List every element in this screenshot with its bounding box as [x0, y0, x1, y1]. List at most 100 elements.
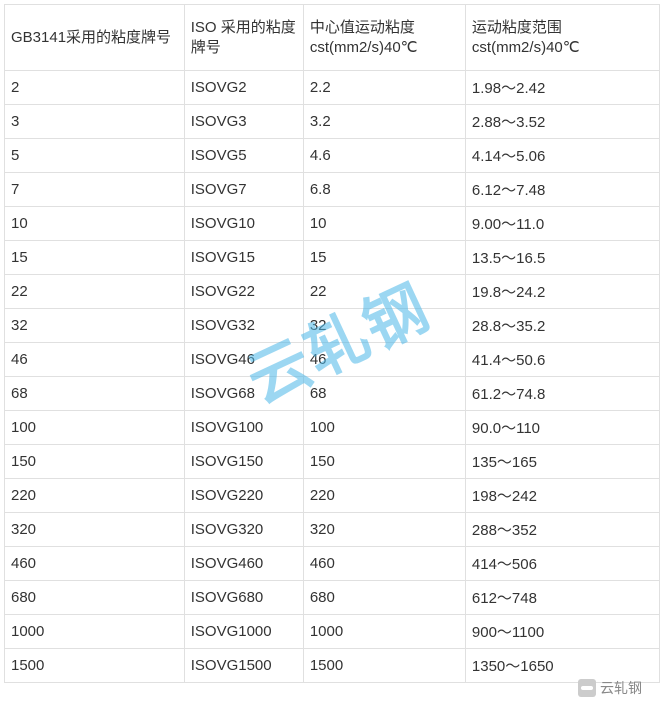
table-cell: 32 — [5, 309, 185, 343]
table-cell: 15 — [303, 241, 465, 275]
table-cell: 3 — [5, 105, 185, 139]
table-row: 2ISOVG22.21.98～2.42 — [5, 71, 660, 105]
table-cell: ISOVG22 — [184, 275, 303, 309]
table-cell: 3.2 — [303, 105, 465, 139]
table-row: 1000ISOVG10001000900～1100 — [5, 615, 660, 649]
table-cell: 414～506 — [465, 547, 659, 581]
table-cell: 1000 — [303, 615, 465, 649]
table-row: 68ISOVG686861.2～74.8 — [5, 377, 660, 411]
table-row: 1500ISOVG150015001350～1650 — [5, 649, 660, 683]
table-cell: 7 — [5, 173, 185, 207]
table-cell: 28.8～35.2 — [465, 309, 659, 343]
table-cell: 150 — [303, 445, 465, 479]
table-cell: ISOVG1500 — [184, 649, 303, 683]
table-row: 10ISOVG10109.00～11.0 — [5, 207, 660, 241]
table-cell: 22 — [303, 275, 465, 309]
table-row: 22ISOVG222219.8～24.2 — [5, 275, 660, 309]
table-cell: 5 — [5, 139, 185, 173]
table-cell: ISOVG1000 — [184, 615, 303, 649]
table-cell: 61.2～74.8 — [465, 377, 659, 411]
table-row: 320ISOVG320320288～352 — [5, 513, 660, 547]
table-cell: 135～165 — [465, 445, 659, 479]
table-cell: 41.4～50.6 — [465, 343, 659, 377]
table-cell: 46 — [5, 343, 185, 377]
table-cell: 220 — [303, 479, 465, 513]
table-cell: 100 — [303, 411, 465, 445]
table-cell: 10 — [5, 207, 185, 241]
table-row: 32ISOVG323228.8～35.2 — [5, 309, 660, 343]
viscosity-table: GB3141采用的粘度牌号 ISO 采用的粘度牌号 中心值运动粘度 cst(mm… — [4, 4, 660, 683]
table-row: 100ISOVG10010090.0～110 — [5, 411, 660, 445]
table-row: 3ISOVG33.22.88～3.52 — [5, 105, 660, 139]
table-cell: 10 — [303, 207, 465, 241]
table-cell: 15 — [5, 241, 185, 275]
col-header-iso: ISO 采用的粘度牌号 — [184, 5, 303, 71]
table-cell: 13.5～16.5 — [465, 241, 659, 275]
table-row: 46ISOVG464641.4～50.6 — [5, 343, 660, 377]
table-cell: 680 — [5, 581, 185, 615]
table-cell: 198～242 — [465, 479, 659, 513]
footer-logo-icon — [578, 679, 596, 697]
table-cell: 320 — [5, 513, 185, 547]
table-cell: 9.00～11.0 — [465, 207, 659, 241]
table-cell: 46 — [303, 343, 465, 377]
table-cell: 4.14～5.06 — [465, 139, 659, 173]
table-cell: 6.12～7.48 — [465, 173, 659, 207]
table-cell: ISOVG5 — [184, 139, 303, 173]
table-cell: ISOVG220 — [184, 479, 303, 513]
table-cell: 1500 — [5, 649, 185, 683]
table-cell: 1000 — [5, 615, 185, 649]
table-cell: ISOVG32 — [184, 309, 303, 343]
col-header-range: 运动粘度范围 cst(mm2/s)40℃ — [465, 5, 659, 71]
table-cell: 150 — [5, 445, 185, 479]
table-cell: ISOVG680 — [184, 581, 303, 615]
table-cell: 2 — [5, 71, 185, 105]
table-cell: 680 — [303, 581, 465, 615]
table-cell: 320 — [303, 513, 465, 547]
table-row: 680ISOVG680680612～748 — [5, 581, 660, 615]
table-cell: 100 — [5, 411, 185, 445]
table-cell: 19.8～24.2 — [465, 275, 659, 309]
table-cell: 68 — [5, 377, 185, 411]
table-cell: 612～748 — [465, 581, 659, 615]
table-cell: ISOVG46 — [184, 343, 303, 377]
table-cell: ISOVG10 — [184, 207, 303, 241]
table-body: 2ISOVG22.21.98～2.423ISOVG33.22.88～3.525I… — [5, 71, 660, 683]
table-cell: 6.8 — [303, 173, 465, 207]
viscosity-table-wrapper: GB3141采用的粘度牌号 ISO 采用的粘度牌号 中心值运动粘度 cst(mm… — [4, 4, 660, 683]
footer-source: 云轧钢 — [578, 678, 642, 698]
table-row: 7ISOVG76.86.12～7.48 — [5, 173, 660, 207]
table-row: 15ISOVG151513.5～16.5 — [5, 241, 660, 275]
table-cell: 90.0～110 — [465, 411, 659, 445]
table-cell: 1.98～2.42 — [465, 71, 659, 105]
table-cell: ISOVG68 — [184, 377, 303, 411]
table-row: 220ISOVG220220198～242 — [5, 479, 660, 513]
table-cell: ISOVG3 — [184, 105, 303, 139]
table-header-row: GB3141采用的粘度牌号 ISO 采用的粘度牌号 中心值运动粘度 cst(mm… — [5, 5, 660, 71]
table-cell: 2.88～3.52 — [465, 105, 659, 139]
table-cell: 2.2 — [303, 71, 465, 105]
col-header-center: 中心值运动粘度 cst(mm2/s)40℃ — [303, 5, 465, 71]
table-cell: ISOVG460 — [184, 547, 303, 581]
table-cell: ISOVG7 — [184, 173, 303, 207]
table-cell: 4.6 — [303, 139, 465, 173]
table-cell: 460 — [303, 547, 465, 581]
table-cell: 460 — [5, 547, 185, 581]
table-cell: 68 — [303, 377, 465, 411]
table-cell: 900～1100 — [465, 615, 659, 649]
table-cell: ISOVG100 — [184, 411, 303, 445]
table-row: 5ISOVG54.64.14～5.06 — [5, 139, 660, 173]
table-cell: ISOVG150 — [184, 445, 303, 479]
table-cell: 32 — [303, 309, 465, 343]
table-cell: ISOVG320 — [184, 513, 303, 547]
footer-source-text: 云轧钢 — [600, 678, 642, 698]
table-cell: 220 — [5, 479, 185, 513]
table-row: 460ISOVG460460414～506 — [5, 547, 660, 581]
table-cell: 22 — [5, 275, 185, 309]
table-row: 150ISOVG150150135～165 — [5, 445, 660, 479]
col-header-gb3141: GB3141采用的粘度牌号 — [5, 5, 185, 71]
table-cell: 1500 — [303, 649, 465, 683]
table-cell: ISOVG15 — [184, 241, 303, 275]
table-cell: ISOVG2 — [184, 71, 303, 105]
table-cell: 288～352 — [465, 513, 659, 547]
